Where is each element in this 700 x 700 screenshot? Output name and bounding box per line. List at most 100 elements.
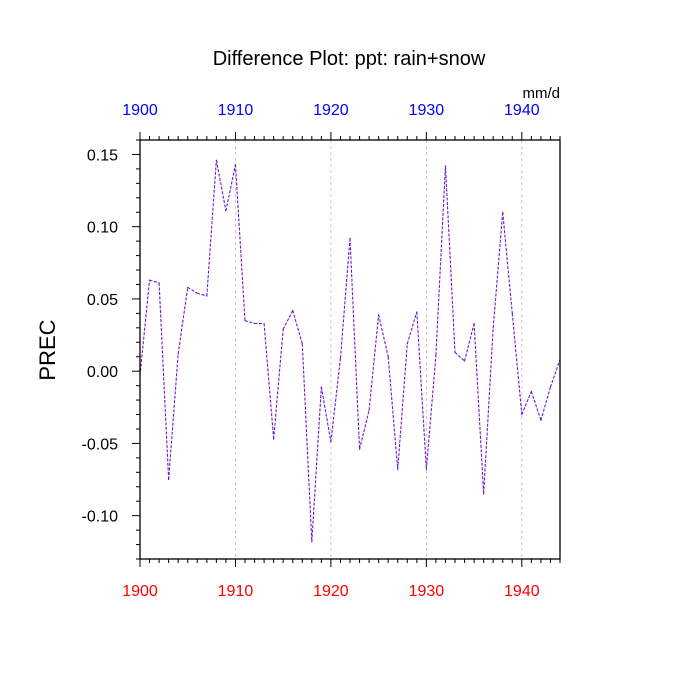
series-line-segment: [282, 310, 294, 330]
data-point: [282, 328, 284, 330]
series-line-segment: [206, 160, 217, 297]
series-line-segment: [225, 164, 236, 211]
chart-title: Difference Plot: ppt: rain+snow: [213, 48, 486, 70]
data-point: [454, 351, 456, 353]
series-line-segment: [425, 355, 437, 470]
series-line-segment: [397, 343, 408, 470]
x-tick-label-top: 1910: [218, 102, 254, 119]
series-line-segment: [540, 386, 551, 421]
series-line-segment: [473, 323, 485, 495]
y-tick-label: 0.00: [87, 364, 118, 381]
x-tick-label-bottom: 1930: [409, 583, 445, 600]
x-tick-label-bottom: 1900: [122, 583, 158, 600]
data-point: [196, 292, 198, 294]
plot-frame: [139, 139, 561, 560]
series-line-segment: [483, 327, 494, 495]
series-line-segment: [492, 212, 504, 328]
data-point: [349, 237, 351, 239]
series-line-segment: [416, 311, 427, 470]
data-point: [158, 282, 160, 284]
units-label: mm/d: [523, 85, 561, 102]
data-point: [187, 286, 189, 288]
data-point: [234, 163, 237, 166]
y-tick-label: 0.05: [87, 292, 118, 309]
y-tick-label: 0.15: [87, 147, 118, 164]
x-tick-label-top: 1900: [122, 102, 158, 119]
y-tick-label: 0.10: [87, 220, 118, 237]
data-point: [215, 159, 217, 161]
y-tick-label: -0.10: [82, 509, 119, 526]
series-line-segment: [197, 292, 207, 297]
data-point: [416, 311, 418, 313]
series-line-segment: [273, 329, 284, 440]
series-line-segment: [368, 314, 380, 411]
series-line-segment: [311, 387, 322, 542]
series-line-segment: [177, 287, 189, 354]
series-line-segment: [359, 410, 370, 450]
data-point: [530, 390, 532, 392]
data-point: [301, 343, 303, 345]
data-point: [339, 357, 342, 359]
data-point: [387, 356, 389, 358]
data-point: [244, 320, 246, 322]
axis-ticks: [132, 132, 561, 567]
data-point: [273, 438, 275, 440]
series-line-segment: [444, 165, 456, 353]
series-line-segment: [521, 391, 532, 415]
series-group: [139, 159, 561, 543]
series-line-segment: [435, 165, 447, 356]
series-line-segment: [234, 164, 246, 321]
data-point: [168, 478, 170, 481]
data-point: [148, 279, 151, 281]
series-line-segment: [149, 279, 160, 284]
data-point: [435, 354, 437, 356]
data-point: [253, 322, 256, 325]
data-point: [425, 468, 427, 471]
data-point: [502, 211, 504, 213]
data-point: [492, 327, 494, 329]
series-line-segment: [292, 310, 303, 344]
data-point: [311, 541, 313, 543]
data-point: [473, 322, 475, 325]
data-point: [483, 493, 485, 495]
data-point: [444, 165, 447, 167]
data-point: [406, 343, 408, 345]
data-point: [540, 419, 542, 421]
series-line-segment: [187, 286, 198, 294]
series-line-segment: [339, 238, 351, 359]
tick-labels: 1900 1900 1910 1910 1920 1920 1930 1930 1940 1940…: [82, 102, 540, 600]
x-tick-label-bottom: 1910: [218, 583, 254, 600]
data-point: [511, 312, 513, 314]
x-tick-label-bottom: 1940: [504, 583, 540, 600]
series-line-segment: [406, 311, 418, 344]
series-line-segment: [387, 356, 399, 470]
x-tick-label-top: 1920: [313, 102, 349, 119]
series-line-segment: [168, 353, 179, 480]
series-line-segment: [320, 386, 332, 443]
series-line-segment: [549, 359, 561, 388]
series-line-segment: [511, 313, 523, 415]
y-axis-label: PREC: [35, 319, 60, 380]
x-tick-label-top: 1930: [409, 102, 445, 119]
data-point: [549, 386, 552, 388]
data-point: [206, 295, 208, 297]
series-line-segment: [244, 320, 255, 325]
series-line-segment: [330, 358, 342, 443]
y-tick-label: -0.05: [82, 436, 119, 453]
data-point: [397, 468, 399, 471]
data-point: [292, 309, 294, 312]
series-line-segment: [301, 343, 313, 542]
series-line-segment: [263, 323, 275, 440]
series-line-segment: [502, 212, 513, 314]
x-tick-label-bottom: 1920: [313, 583, 349, 600]
data-point: [320, 386, 322, 388]
series-line-segment: [530, 391, 542, 421]
data-point: [358, 448, 361, 450]
data-point: [521, 413, 523, 416]
x-tick-label-top: 1940: [504, 102, 540, 119]
data-point: [177, 353, 179, 355]
data-point: [225, 210, 227, 212]
series-line-segment: [378, 314, 389, 357]
series-line-segment: [215, 160, 227, 211]
